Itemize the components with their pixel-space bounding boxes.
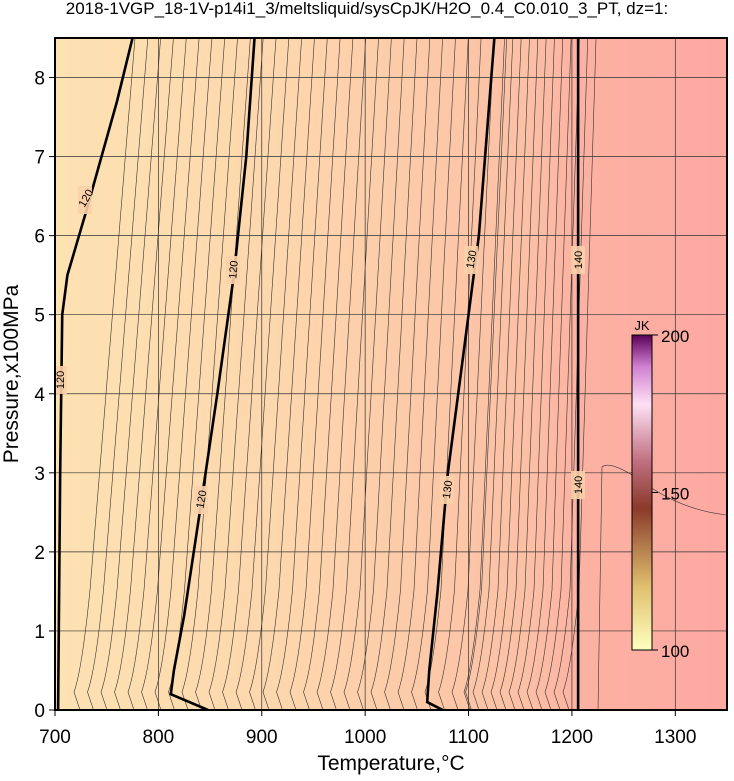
minor-contour	[208, 38, 264, 710]
minor-contour	[127, 38, 187, 710]
contour-label: 140	[573, 476, 585, 494]
minor-contour	[424, 38, 469, 710]
minor-contour	[154, 38, 213, 710]
minor-contour	[141, 38, 200, 710]
x-tick-label: 1000	[344, 727, 386, 748]
colorbar-tick-label: 200	[661, 327, 689, 346]
minor-contour	[411, 38, 456, 710]
minor-contour	[235, 38, 290, 710]
minor-contour	[397, 38, 443, 710]
y-tick-label: 1	[34, 622, 45, 643]
minor-contour	[114, 38, 174, 710]
minor-contour	[438, 38, 482, 710]
minor-contour	[517, 38, 555, 710]
minor-contours	[73, 38, 727, 710]
minor-contour	[553, 38, 589, 710]
minor-contour	[508, 38, 547, 710]
colorbar-tick-label: 150	[661, 485, 689, 504]
minor-contour	[303, 38, 354, 710]
minor-contour	[330, 38, 379, 710]
minor-contour	[73, 38, 136, 710]
y-tick-label: 6	[34, 227, 45, 248]
minor-contour	[463, 38, 505, 710]
contour-label: 130	[441, 480, 455, 500]
contour-label-bg	[571, 246, 585, 274]
y-tick-label: 8	[34, 69, 45, 90]
x-tick-label: 700	[39, 727, 71, 748]
minor-contour	[370, 38, 418, 710]
minor-contour	[87, 38, 149, 710]
contour-label-bg	[464, 246, 478, 274]
colorbar	[631, 334, 653, 651]
minor-contour	[490, 38, 530, 710]
minor-contour	[289, 38, 341, 710]
minor-contour	[222, 38, 277, 710]
x-tick-label: 800	[143, 727, 175, 748]
minor-contour	[451, 38, 495, 710]
contour-label-bg	[55, 366, 67, 394]
y-tick-label: 3	[34, 464, 45, 485]
y-axis-label: Pressure,x100MPa	[0, 284, 23, 463]
colorbar-tick-label: 100	[661, 642, 689, 661]
minor-contour	[472, 38, 514, 710]
minor-contour	[535, 38, 572, 710]
y-tick-label: 0	[34, 701, 45, 722]
minor-contour	[249, 38, 302, 710]
contour-label-bg	[194, 486, 208, 514]
y-tick-label: 4	[34, 385, 45, 406]
minor-contour	[195, 38, 251, 710]
contour-label: 120	[195, 489, 210, 509]
contour-label: 120	[55, 371, 67, 389]
contour-label: 120	[227, 260, 241, 279]
contour-label-bg	[571, 471, 585, 499]
minor-contour	[343, 38, 392, 710]
contour-label: 140	[573, 251, 585, 269]
x-tick-label: 1200	[551, 727, 593, 748]
x-tick-label: 1300	[654, 727, 696, 748]
y-tick-label: 5	[34, 306, 45, 327]
minor-contour	[499, 38, 539, 710]
minor-contour	[262, 38, 315, 710]
contour-label-bg	[78, 186, 92, 214]
plot-frame	[54, 37, 728, 711]
x-tick-label: 900	[246, 727, 278, 748]
minor-contour	[276, 38, 328, 710]
chart-title: 2018-1VGP_18-1V-p14i1_3/meltsliquid/sysC…	[66, 0, 668, 18]
contour-label-bg	[440, 476, 454, 504]
colorbar-label: JK	[634, 318, 650, 333]
contour-label-bg	[226, 256, 240, 284]
x-axis-label: Temperature,°C	[317, 752, 464, 775]
minor-contour	[526, 38, 564, 710]
minor-contour	[544, 38, 580, 710]
minor-contour	[100, 38, 161, 710]
plot-background	[55, 38, 727, 710]
minor-contour	[481, 38, 522, 710]
minor-contour	[465, 38, 508, 710]
minor-contour	[384, 38, 431, 710]
minor-contour	[181, 38, 238, 710]
contour-label: 130	[465, 249, 480, 269]
y-tick-label: 7	[34, 148, 45, 169]
y-tick-label: 2	[34, 543, 45, 564]
minor-contour	[316, 38, 367, 710]
contour-line	[56, 38, 134, 710]
x-tick-label: 1100	[448, 727, 489, 748]
